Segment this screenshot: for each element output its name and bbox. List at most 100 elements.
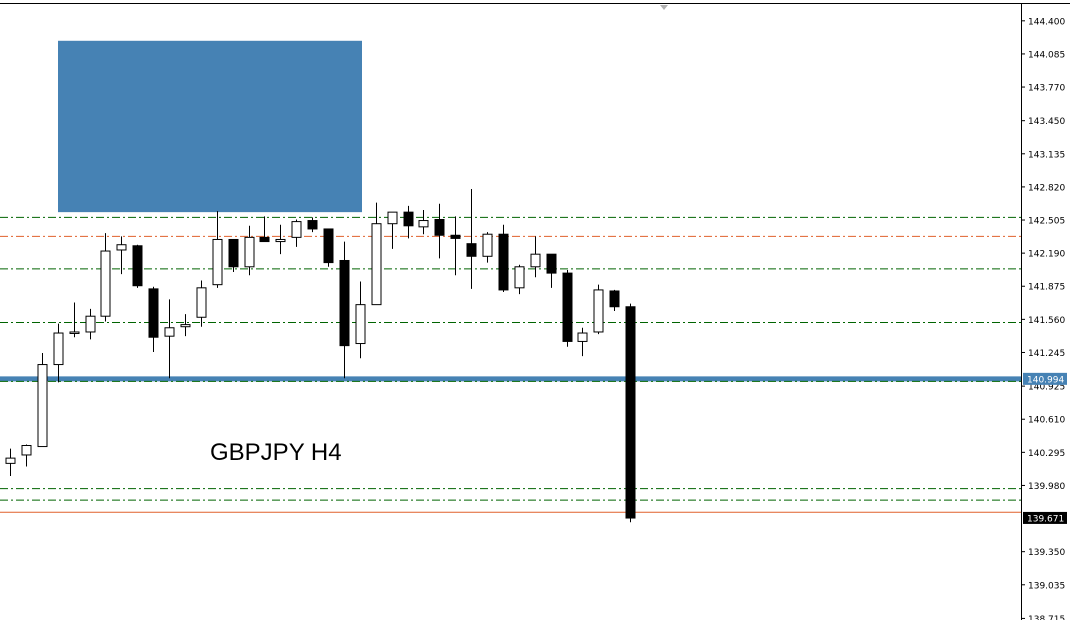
candle-body <box>466 243 477 257</box>
candle-body <box>69 331 80 334</box>
price-tick-label: 141.560 <box>1028 316 1065 326</box>
price-tick-label: 139.350 <box>1028 548 1065 558</box>
candle-body <box>228 238 239 268</box>
candle <box>21 444 32 467</box>
candle-body <box>37 364 48 448</box>
price-tick-label: 142.190 <box>1028 250 1065 260</box>
candle <box>498 224 509 293</box>
price-tag-label: 140.994 <box>1027 375 1064 385</box>
candle <box>148 286 159 352</box>
chart-title: GBPJPY H4 <box>210 439 342 466</box>
candle <box>180 314 191 337</box>
candle <box>228 238 239 273</box>
candle-body <box>275 238 286 243</box>
candle <box>530 236 541 278</box>
price-tick-label: 142.820 <box>1028 183 1065 193</box>
candle-body <box>21 445 32 456</box>
candle-body <box>482 233 493 257</box>
candle <box>53 323 64 383</box>
price-tick-label: 141.245 <box>1028 349 1065 359</box>
candle-body <box>85 315 96 333</box>
candle-body <box>514 266 525 289</box>
candle <box>275 224 286 255</box>
candle-body <box>593 289 604 333</box>
price-tick-label: 144.400 <box>1028 17 1065 27</box>
candle-body <box>180 324 191 328</box>
candle <box>434 203 445 259</box>
candle <box>291 219 302 247</box>
candle <box>212 211 223 288</box>
candle <box>116 236 127 275</box>
candle <box>403 205 414 239</box>
candle-body <box>562 272 573 342</box>
candle-body <box>164 327 175 337</box>
price-tick-label: 143.450 <box>1028 117 1065 127</box>
price-tick-label: 139.035 <box>1028 581 1065 591</box>
candle-body <box>116 244 127 251</box>
price-tick-label: 140.610 <box>1028 416 1065 426</box>
candle-body <box>5 457 16 464</box>
candle <box>577 327 588 357</box>
candle-body <box>355 304 366 345</box>
candle-body <box>53 332 64 366</box>
price-tick-label: 144.085 <box>1028 50 1065 60</box>
price-tick-label: 141.875 <box>1028 283 1065 293</box>
candle-body <box>546 253 557 274</box>
price-tag-box <box>1023 372 1067 385</box>
candle-body <box>339 259 350 347</box>
candle <box>609 289 620 311</box>
candle <box>132 244 143 288</box>
candle <box>244 225 255 276</box>
candle <box>482 232 493 263</box>
candle <box>562 269 573 347</box>
candle-body <box>244 236 255 268</box>
candle <box>100 233 111 322</box>
scroll-marker-icon <box>660 5 668 10</box>
candle-body <box>259 236 270 243</box>
candle-body <box>196 287 207 318</box>
price-tick-label: 140.295 <box>1028 449 1065 459</box>
candle-body <box>418 220 429 228</box>
candle-body <box>434 218 445 236</box>
price-tag-box <box>1023 511 1067 524</box>
candle <box>259 216 270 243</box>
candle <box>450 216 461 276</box>
candle-body <box>530 253 541 268</box>
price-tick-label: 143.135 <box>1028 150 1065 160</box>
price-tick-label: 143.770 <box>1028 84 1065 94</box>
candle-body <box>498 233 509 291</box>
candle-body <box>609 290 620 308</box>
candle <box>323 228 334 267</box>
candle <box>371 202 382 306</box>
candle <box>466 189 477 289</box>
candle <box>625 303 636 523</box>
candle <box>355 281 366 359</box>
price-tick-label: 138.715 <box>1028 615 1065 620</box>
candle-body <box>450 234 461 239</box>
price-tick-label: 139.980 <box>1028 482 1065 492</box>
candle <box>514 264 525 295</box>
candle-body <box>323 228 334 264</box>
candle <box>593 284 604 335</box>
candle-body <box>291 221 302 238</box>
candle <box>5 448 16 476</box>
candle <box>418 210 429 235</box>
candle-body <box>371 223 382 306</box>
candle-body <box>625 306 636 519</box>
candle <box>85 308 96 340</box>
candle <box>307 217 318 233</box>
candle <box>387 211 398 249</box>
candle <box>164 299 175 379</box>
candle-body <box>387 211 398 225</box>
candle <box>339 241 350 379</box>
candle <box>37 352 48 448</box>
candle-body <box>148 288 159 338</box>
candle <box>196 280 207 327</box>
price-tick-label: 142.505 <box>1028 217 1065 227</box>
candle <box>546 253 557 288</box>
candle-body <box>212 238 223 286</box>
candle-body <box>403 211 414 227</box>
price-tag-label: 139.671 <box>1027 514 1064 524</box>
